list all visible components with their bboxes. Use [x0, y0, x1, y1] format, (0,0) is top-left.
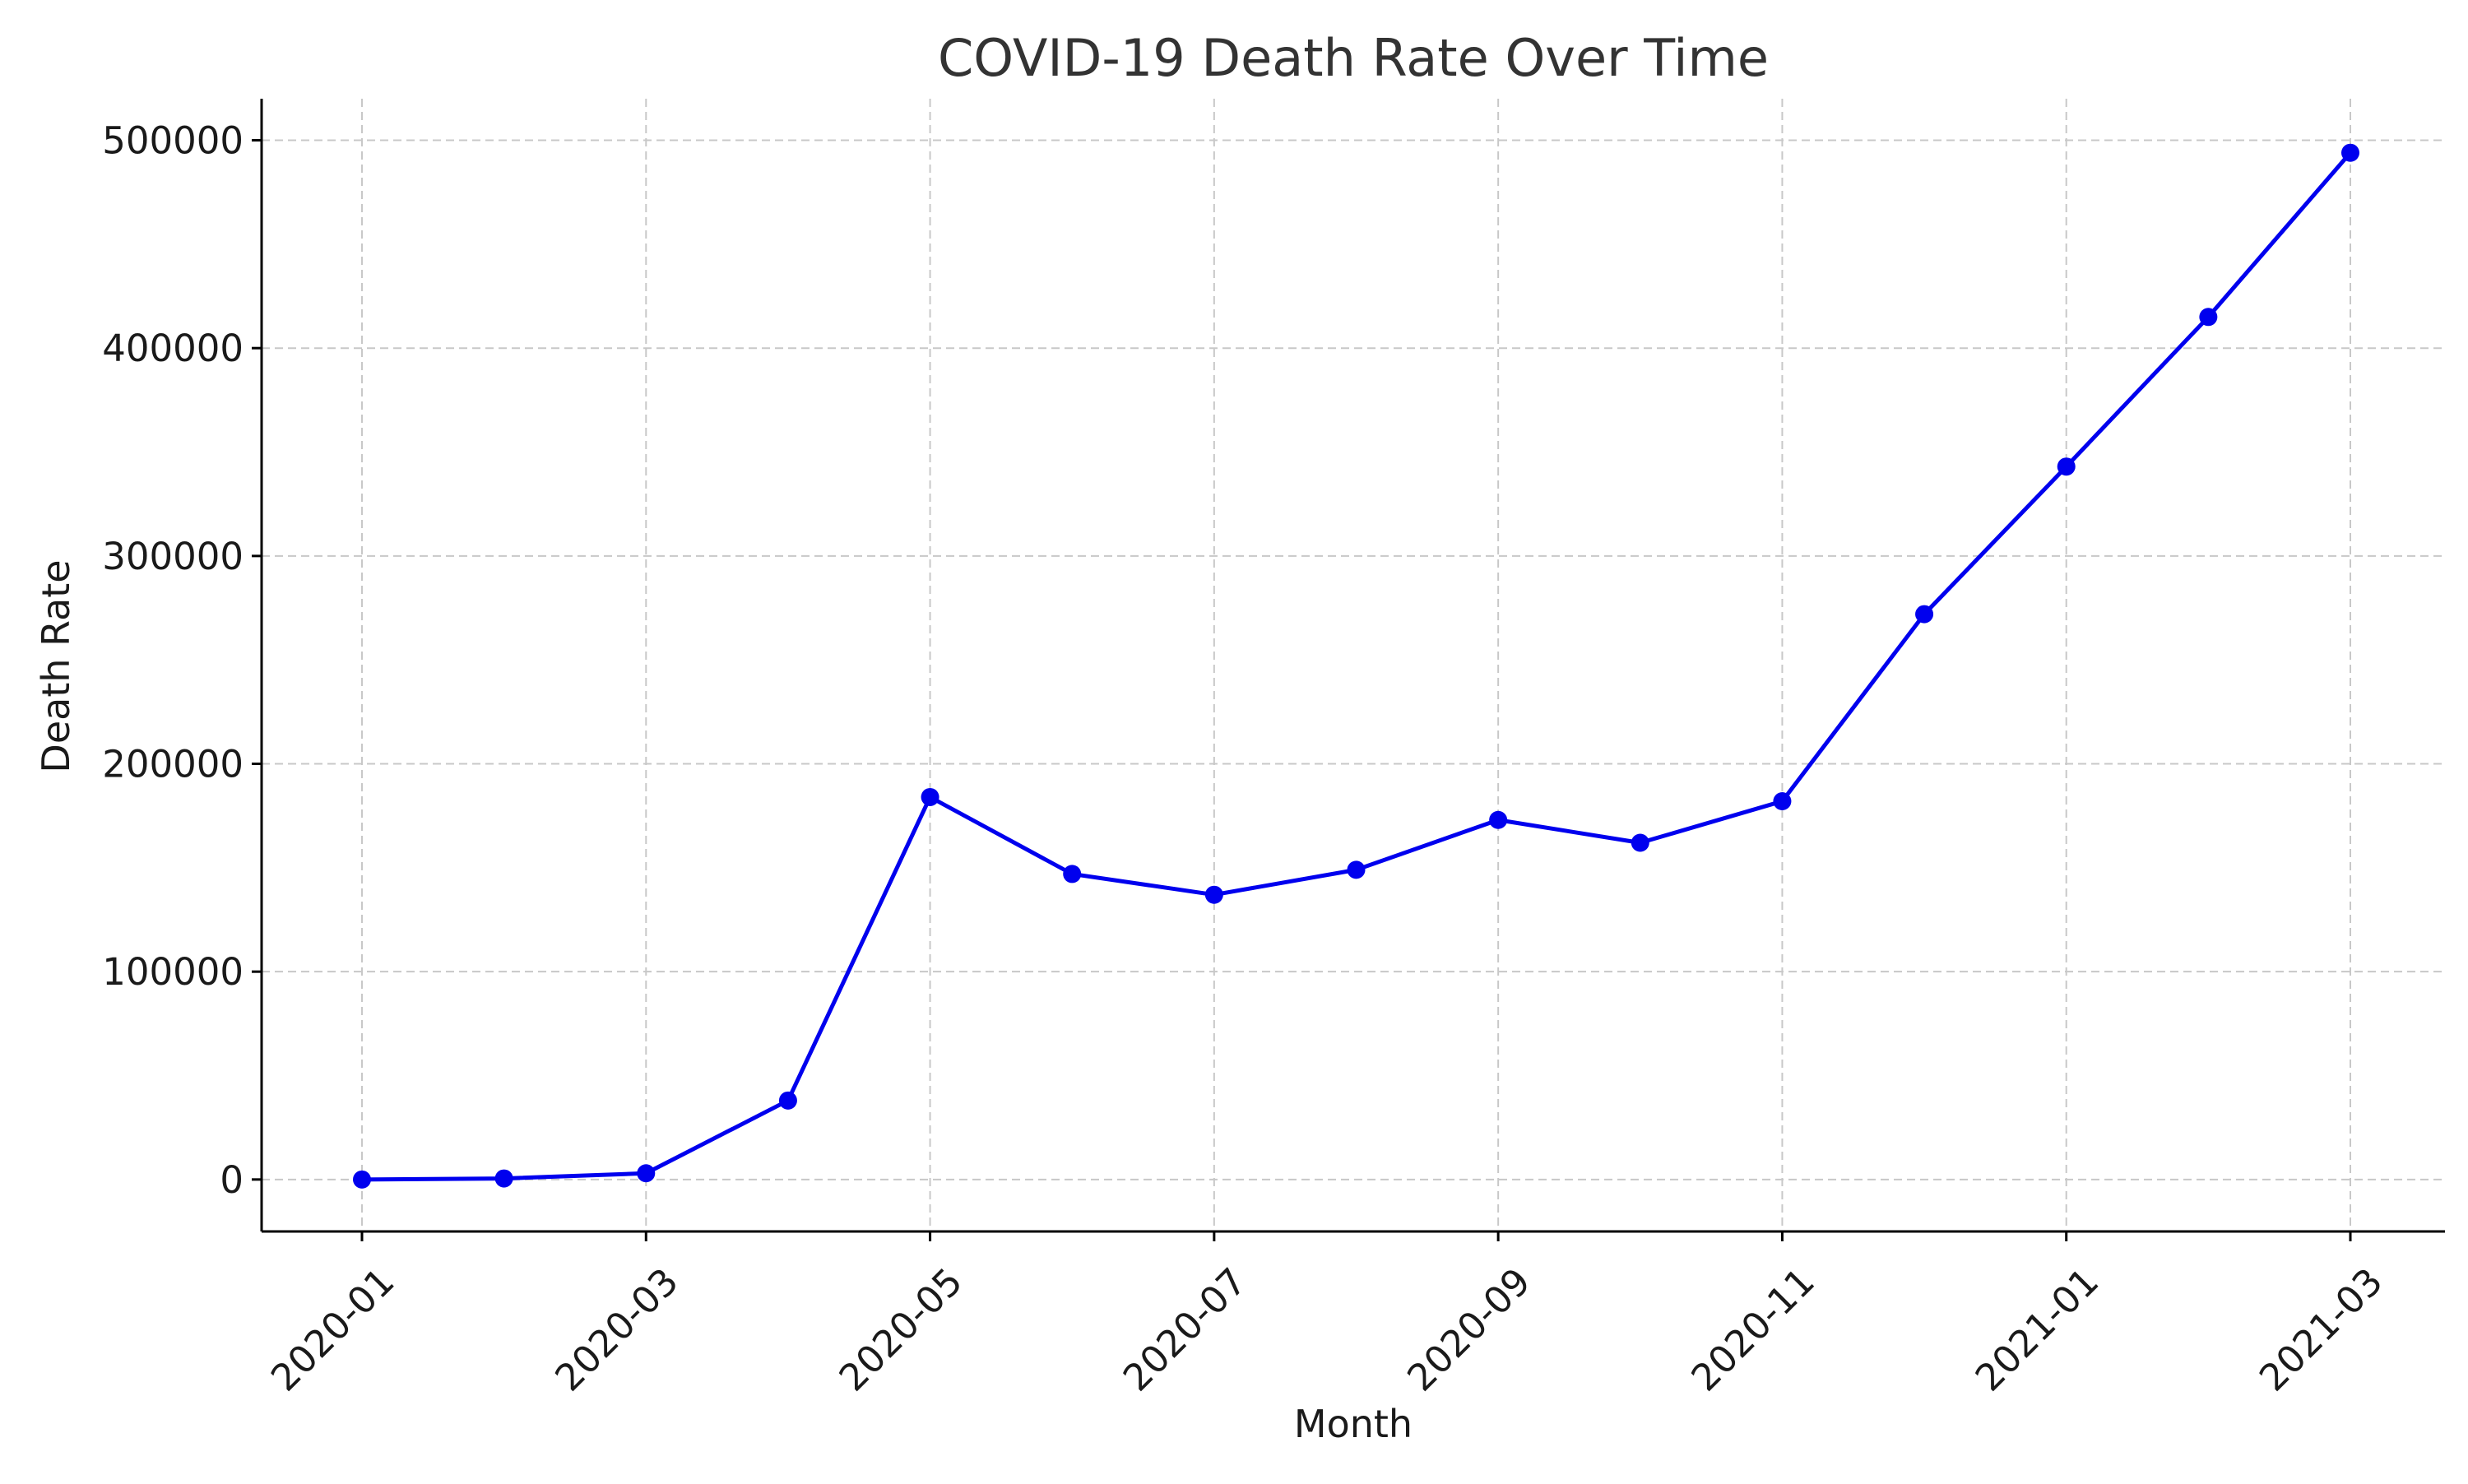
chart-title: COVID-19 Death Rate Over Time	[938, 28, 1769, 88]
data-point	[637, 1164, 656, 1183]
y-tick-label: 200000	[102, 743, 244, 786]
data-point	[1773, 791, 1792, 810]
data-point	[2341, 143, 2359, 162]
x-tick-label: 2020-03	[546, 1259, 686, 1399]
grid	[262, 99, 2445, 1231]
y-tick-label: 400000	[102, 327, 244, 370]
x-tick-label: 2020-09	[1399, 1259, 1538, 1399]
x-tick-label: 2020-07	[1115, 1259, 1255, 1399]
y-tick-label: 100000	[102, 950, 244, 994]
data-point	[1063, 865, 1082, 883]
data-point	[1631, 833, 1649, 852]
data-point	[1204, 885, 1223, 904]
data-point	[778, 1091, 797, 1110]
x-tick-label: 2021-03	[2251, 1259, 2391, 1399]
data-point	[2057, 457, 2076, 476]
x-tick-label: 2021-01	[1967, 1259, 2107, 1399]
data-point	[1347, 860, 1366, 879]
data-point	[353, 1170, 371, 1189]
y-tick-label: 300000	[102, 535, 244, 578]
ticks: 0 100000 200000 300000 400000 500000 2020-01 20…	[102, 119, 2391, 1400]
data-point	[1915, 605, 1934, 624]
data-point	[921, 787, 939, 806]
x-tick-label: 2020-11	[1683, 1259, 1823, 1399]
data-point	[494, 1169, 513, 1188]
y-axis-label: Death Rate	[34, 559, 78, 772]
y-tick-label: 500000	[102, 119, 244, 163]
axes	[260, 99, 2445, 1233]
data-point	[1489, 810, 1508, 829]
series	[353, 143, 2359, 1189]
data-point	[2199, 308, 2218, 327]
x-tick-label: 2020-01	[262, 1259, 402, 1399]
x-tick-label: 2020-05	[831, 1259, 971, 1399]
series-line	[361, 151, 2352, 1182]
y-tick-label: 0	[220, 1158, 244, 1202]
x-axis-label: Month	[1294, 1402, 1413, 1446]
